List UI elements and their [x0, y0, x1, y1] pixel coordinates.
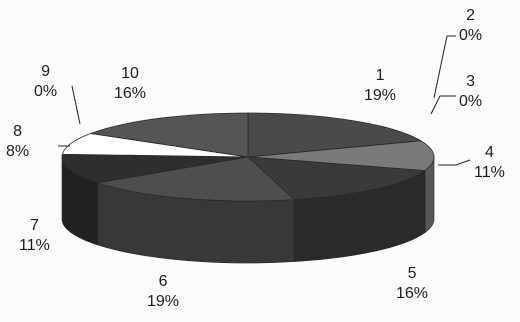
label-slice-6: 6 19%	[147, 272, 179, 312]
pie-slice-5	[246, 156, 427, 201]
leader-lines	[58, 35, 471, 166]
label-slice-9-pct: 0%	[34, 83, 58, 100]
label-slice-4: 4 11%	[474, 143, 505, 183]
label-slice-7-pct: 11%	[19, 237, 50, 254]
pie-slice-1	[247, 112, 423, 158]
label-slice-10: 10 16%	[114, 64, 146, 104]
label-slice-7-name: 7	[29, 217, 39, 234]
pie-slice-10	[89, 112, 249, 158]
label-slice-4-pct: 11%	[474, 164, 505, 181]
pie-side-walls	[61, 156, 435, 264]
label-slice-2-name: 2	[466, 7, 476, 24]
label-slice-9: 9 0%	[34, 62, 57, 102]
label-slice-8-pct: 8%	[6, 143, 30, 160]
label-slice-6-pct: 19%	[147, 293, 180, 310]
leader-line-3	[430, 95, 456, 115]
label-slice-8-name: 8	[13, 123, 23, 140]
pie-slice-6	[97, 156, 296, 202]
leader-line-4	[438, 159, 471, 166]
pie-slice-7	[61, 153, 249, 184]
label-slice-10-name: 10	[121, 65, 139, 82]
label-slice-8: 8 8%	[6, 122, 29, 162]
label-slice-3: 3 0%	[459, 72, 482, 112]
label-slice-2-pct: 0%	[459, 27, 483, 44]
pie-top-faces	[61, 112, 435, 202]
pie-slice-4	[247, 140, 435, 172]
label-slice-10-pct: 16%	[114, 85, 147, 102]
label-slice-7: 7 11%	[19, 216, 50, 256]
label-slice-6-name: 6	[158, 273, 168, 290]
label-slice-3-name: 3	[466, 73, 476, 90]
label-slice-5-pct: 16%	[396, 285, 429, 302]
leader-line-9	[71, 85, 81, 125]
pie-slice-8	[61, 133, 249, 158]
label-slice-1: 1 19%	[364, 66, 396, 106]
leader-line-2	[433, 35, 456, 99]
label-slice-1-pct: 19%	[364, 87, 397, 104]
label-slice-9-name: 9	[41, 63, 51, 80]
label-slice-3-pct: 0%	[459, 93, 483, 110]
label-slice-5: 5 16%	[396, 264, 428, 304]
label-slice-2: 2 0%	[459, 6, 482, 46]
label-slice-5-name: 5	[407, 265, 417, 282]
label-slice-4-name: 4	[484, 144, 494, 161]
label-slice-1-name: 1	[375, 67, 385, 84]
